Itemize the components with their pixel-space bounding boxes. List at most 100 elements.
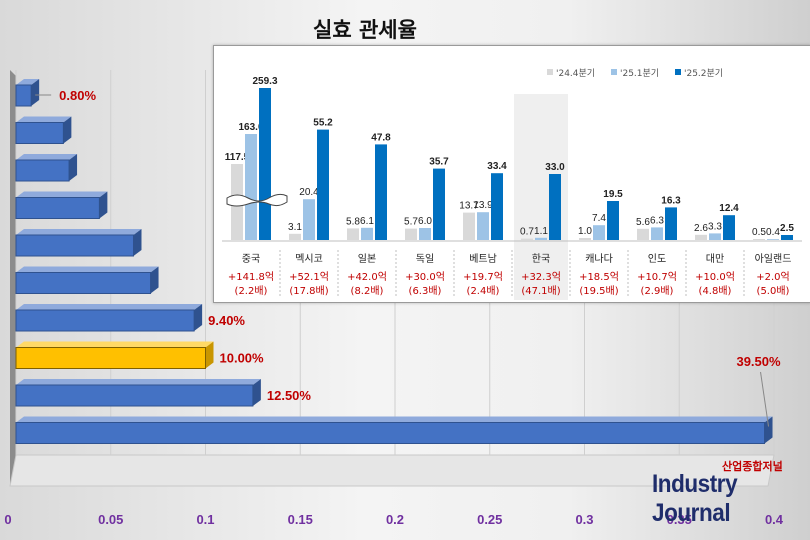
change-multiple: (19.5배) — [579, 285, 618, 297]
bar-end-face — [764, 416, 773, 444]
chart-side-wall — [10, 70, 16, 486]
inset-bar — [651, 227, 663, 240]
inset-bar — [665, 207, 677, 240]
x-tick-label: 0.1 — [196, 512, 214, 527]
data-label: 12.50% — [267, 388, 312, 403]
inset-bar — [637, 228, 649, 240]
inset-data-label: 259.3 — [252, 76, 277, 87]
bar-top-face — [16, 341, 214, 348]
inset-data-label: 16.3 — [661, 195, 681, 206]
inset-bar — [361, 227, 373, 240]
x-tick-label: 0.2 — [386, 512, 404, 527]
inset-data-label: 1.1 — [534, 226, 548, 237]
inset-data-label: 5.7 — [404, 217, 418, 228]
bar-top-face — [16, 304, 203, 310]
bar — [15, 84, 32, 107]
inset-data-label: 6.3 — [650, 215, 664, 226]
inset-bar — [579, 238, 591, 240]
category-label: 아일랜드 — [755, 253, 792, 265]
x-tick-label: 0.05 — [98, 512, 123, 527]
inset-data-label: 20.4 — [299, 187, 319, 198]
category-label: 한국 — [532, 253, 550, 265]
inset-data-label: 47.8 — [371, 132, 391, 143]
inset-bar — [245, 134, 257, 240]
category-label: 베트남 — [469, 253, 497, 265]
bar-top-face — [16, 229, 142, 235]
change-multiple: (2.2배) — [235, 285, 268, 297]
x-tick-label: 0.25 — [477, 512, 502, 527]
inset-data-label: 0.7 — [520, 227, 534, 238]
inset-bar — [549, 174, 561, 240]
bar — [15, 309, 195, 332]
change-amount: +141.8억 — [228, 271, 274, 283]
inset-bar — [767, 239, 779, 240]
inset-data-label: 33.4 — [487, 161, 507, 172]
x-tick-label: 0 — [4, 512, 11, 527]
axis-break-mark — [226, 193, 288, 207]
bar-top-face — [16, 379, 261, 385]
inset-data-label: 0.5 — [752, 227, 766, 238]
change-multiple: (5.0배) — [757, 285, 790, 297]
data-label: 10.00% — [220, 351, 265, 366]
bar-end-face — [69, 154, 78, 181]
legend-label: '25.2분기 — [684, 68, 723, 79]
data-label: 39.50% — [736, 354, 781, 369]
change-multiple: (2.9배) — [641, 285, 674, 297]
inset-data-label: 5.8 — [346, 216, 360, 227]
inset-data-label: 7.4 — [592, 213, 606, 224]
bar-top-face — [16, 191, 108, 198]
bar-top-face — [16, 79, 40, 85]
change-amount: +10.0억 — [695, 271, 735, 283]
bar-top-face — [16, 266, 159, 273]
inset-bar — [709, 233, 721, 240]
bar-top-face — [16, 154, 78, 160]
inset-bar — [317, 129, 329, 240]
change-amount: +32.3억 — [521, 271, 561, 283]
inset-bar — [463, 212, 475, 240]
inset-data-label: 3.1 — [288, 222, 302, 233]
change-amount: +52.1억 — [289, 271, 329, 283]
x-tick-label: 0.35 — [667, 512, 692, 527]
inset-data-label: 35.7 — [429, 157, 449, 168]
change-amount: +30.0억 — [405, 271, 445, 283]
change-amount: +2.0억 — [756, 271, 789, 283]
data-label: 9.40% — [208, 313, 245, 328]
inset-bar — [607, 201, 619, 240]
bar-end-face — [252, 379, 261, 406]
bar-top-face — [16, 116, 72, 123]
category-label: 대만 — [706, 253, 724, 265]
inset-data-label: 3.3 — [708, 221, 722, 232]
inset-bar — [347, 228, 359, 240]
logo-wordmark: Industry Journal — [652, 470, 738, 527]
category-label: 인도 — [648, 253, 666, 265]
inset-bar — [405, 228, 417, 240]
inset-bar — [491, 173, 503, 240]
change-amount: +10.7억 — [637, 271, 677, 283]
inset-bar — [289, 233, 301, 240]
inset-chart: '24.4분기 '25.1분기 '25.2분기 117.5 163.0 259.3 중국 +1… — [222, 68, 802, 300]
legend-swatch — [675, 69, 681, 75]
legend-label: '24.4분기 — [556, 68, 595, 79]
inset-bar — [433, 168, 445, 240]
inset-chart-panel: '24.4분기 '25.1분기 '25.2분기 117.5 163.0 259.3 중국 +1… — [213, 45, 810, 303]
chart-title: 실효 관세율 — [313, 18, 417, 42]
inset-bar — [521, 238, 533, 240]
change-multiple: (8.2배) — [351, 285, 384, 297]
change-multiple: (6.3배) — [409, 285, 442, 297]
bar-end-face — [31, 79, 40, 106]
inset-bar — [695, 234, 707, 240]
bar — [15, 272, 152, 294]
category-label: 독일 — [416, 253, 434, 265]
change-amount: +42.0억 — [347, 271, 387, 283]
inset-bar — [723, 215, 735, 240]
inset-bar — [303, 199, 315, 240]
change-multiple: (47.1배) — [521, 285, 560, 297]
data-label-leader — [760, 371, 770, 427]
logo-subtitle: 산업종합저널 — [722, 460, 783, 473]
change-amount: +19.7억 — [463, 271, 503, 283]
bar — [15, 384, 254, 407]
bar-end-face — [99, 191, 108, 219]
bar — [15, 122, 64, 144]
inset-data-label: 19.5 — [603, 189, 623, 200]
